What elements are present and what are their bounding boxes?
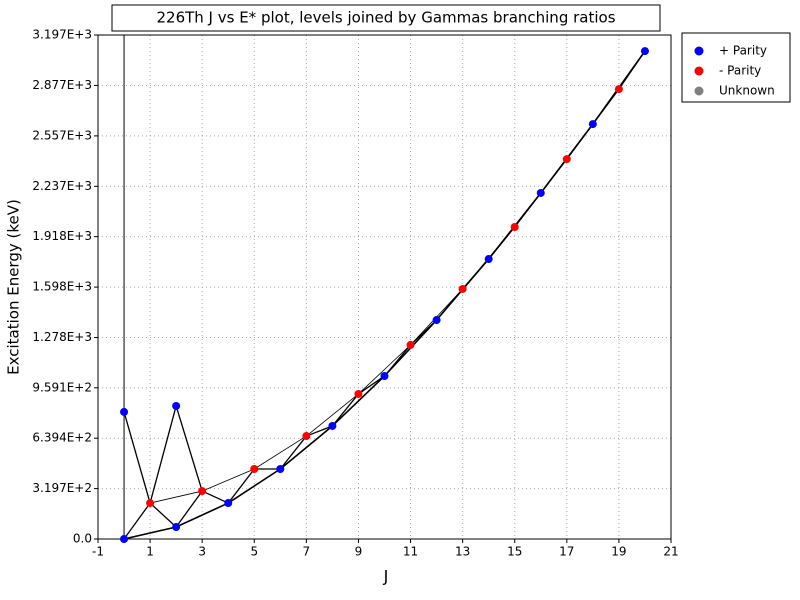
gamma-line: [488, 226, 516, 260]
gamma-line: [175, 405, 203, 492]
level-point: [406, 340, 415, 349]
gamma-line: [175, 502, 229, 528]
gamma-line: [331, 375, 386, 427]
level-point: [484, 255, 493, 264]
gamma-line: [254, 435, 307, 470]
level-point: [302, 432, 311, 441]
gamma-line: [540, 158, 568, 194]
gamma-line: [358, 375, 385, 395]
y-tick-label: 3.197E+2: [32, 481, 92, 495]
gamma-line: [150, 490, 203, 504]
legend-marker: [694, 86, 704, 96]
gamma-line: [149, 502, 177, 528]
level-point: [198, 487, 207, 496]
level-point: [354, 389, 363, 398]
y-tick-label: 2.557E+3: [32, 128, 92, 142]
gamma-line: [566, 123, 594, 160]
level-point: [328, 421, 337, 430]
level-point: [172, 523, 181, 532]
y-tick-label: 0.0: [73, 532, 92, 546]
legend-label: + Parity: [719, 44, 767, 58]
gamma-line: [384, 344, 412, 377]
gamma-line: [123, 526, 177, 540]
legend-label: Unknown: [719, 84, 775, 98]
x-tick-label: 3: [198, 545, 206, 559]
x-tick-label: 21: [663, 545, 678, 559]
gamma-line: [358, 344, 411, 395]
x-tick-label: 11: [403, 545, 418, 559]
x-tick-label: 9: [355, 545, 363, 559]
plot-frame: [97, 34, 672, 540]
level-point: [120, 407, 129, 416]
gamma-line: [227, 468, 255, 504]
legend-label: - Parity: [719, 64, 761, 78]
level-point: [536, 188, 545, 197]
level-point: [120, 535, 129, 543]
y-tick-label: 1.278E+3: [32, 330, 92, 344]
level-point: [172, 401, 181, 410]
x-tick-label: 19: [611, 545, 626, 559]
y-tick-label: 9.591E+2: [32, 380, 92, 394]
gamma-line: [306, 393, 359, 437]
y-tick-label: 2.877E+3: [32, 78, 92, 92]
x-tick-label: 17: [559, 545, 574, 559]
legend-marker: [694, 46, 704, 56]
gamma-line: [202, 468, 255, 492]
y-tick-label: 1.598E+3: [32, 280, 92, 294]
level-point: [224, 499, 233, 508]
level-point: [614, 85, 623, 94]
gamma-line: [410, 319, 438, 346]
gamma-line: [227, 468, 281, 504]
x-tick-label: 1: [146, 545, 154, 559]
x-axis-label: J: [383, 567, 389, 586]
level-point: [380, 371, 389, 380]
gamma-line: [123, 502, 151, 540]
level-point: [432, 316, 441, 325]
level-point: [276, 465, 285, 474]
x-tick-label: 13: [455, 545, 470, 559]
gamma-line: [201, 490, 229, 504]
level-point: [562, 155, 571, 164]
gamma-line: [514, 192, 542, 228]
level-point: [588, 120, 597, 129]
gamma-line: [279, 435, 307, 470]
y-tick-label: 1.918E+3: [32, 229, 92, 243]
level-point: [146, 499, 155, 508]
chart-title: 226Th J vs E* plot, levels joined by Gam…: [156, 9, 615, 27]
legend-marker: [694, 66, 704, 76]
gamma-line: [436, 288, 464, 321]
gamma-line: [618, 50, 646, 90]
gamma-line: [123, 411, 151, 504]
level-point: [250, 465, 259, 474]
level-point: [510, 223, 519, 232]
level-point: [640, 47, 649, 56]
level-point: [458, 284, 467, 293]
y-tick-label: 3.197E+3: [32, 28, 92, 42]
x-tick-label: 5: [250, 545, 258, 559]
gamma-line: [306, 425, 333, 437]
x-tick-label: 15: [507, 545, 522, 559]
gamma-line: [149, 405, 177, 504]
gamma-line: [279, 425, 333, 470]
title-box: [111, 4, 661, 32]
y-tick-label: 6.394E+2: [32, 431, 92, 445]
x-tick-label: -1: [92, 545, 104, 559]
y-axis-label: Excitation Energy (keV): [5, 199, 23, 375]
gamma-line: [592, 88, 620, 125]
x-tick-label: 7: [303, 545, 311, 559]
gamma-line: [175, 490, 203, 528]
y-tick-label: 2.237E+3: [32, 179, 92, 193]
gamma-line: [331, 393, 359, 427]
gamma-line: [462, 258, 490, 290]
